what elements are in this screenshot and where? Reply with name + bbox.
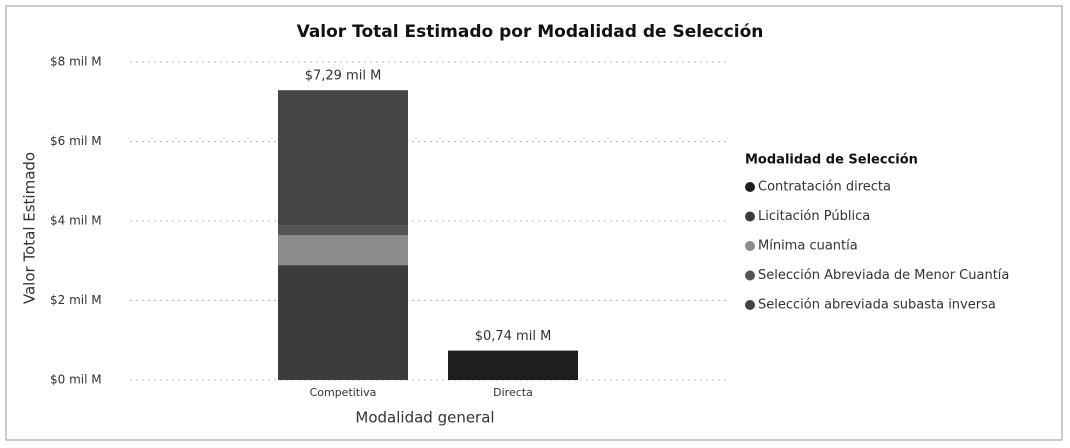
legend-label: Selección abreviada subasta inversa [758,298,996,313]
y-tick-label: $0 mil M [50,373,102,387]
legend-label: Selección Abreviada de Menor Cuantía [758,268,1009,283]
total-label: $7,29 mil M [305,69,382,84]
legend-swatch [745,241,755,251]
legend-swatch [745,211,755,222]
legend-label: Contratación directa [758,180,891,195]
x-tick-label: Directa [493,386,533,399]
y-tick-label: $8 mil M [50,55,102,69]
bar-segment [278,235,408,266]
y-axis-title: Valor Total Estimado [21,152,39,304]
legend-label: Mínima cuantía [758,239,858,254]
bar-segment [278,265,408,380]
bar-segment [448,350,578,380]
legend-title: Modalidad de Selección [745,153,918,168]
legend-swatch [745,300,755,310]
legend-label: Licitación Pública [758,209,870,224]
y-tick-label: $6 mil M [50,134,102,148]
x-axis-title: Modalidad general [355,409,494,427]
bar-segment [278,225,408,236]
chart-title: Valor Total Estimado por Modalidad de Se… [297,22,764,42]
bar-segment [278,90,408,226]
x-tick-label: Competitiva [310,386,377,399]
legend-swatch [745,270,755,281]
total-label: $0,74 mil M [475,329,552,344]
legend-swatch [745,182,755,192]
y-tick-label: $4 mil M [50,214,102,228]
y-tick-label: $2 mil M [50,293,102,307]
